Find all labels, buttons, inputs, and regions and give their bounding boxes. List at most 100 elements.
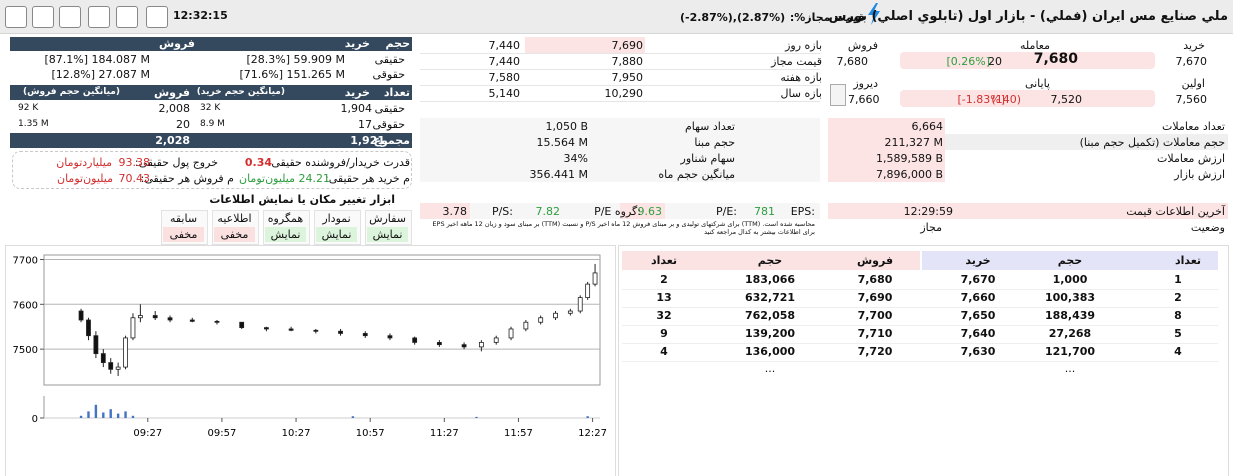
tools-button[interactable] [88, 6, 110, 28]
outflow-label: خروج پول حقیقی: [134, 156, 218, 169]
candle-body [493, 337, 499, 343]
volume-tick-label: 0 [32, 414, 38, 425]
volume-bar [124, 411, 127, 418]
volume-bar [351, 416, 355, 418]
labels: فروش [847, 39, 878, 52]
rows: 9 [660, 327, 668, 340]
chart-button[interactable] [146, 6, 168, 28]
y-tick-label: 7700 [13, 255, 38, 266]
edit-button[interactable] [59, 6, 81, 28]
avg-sell-unit: میلیون‌تومان [57, 172, 113, 185]
rows: میانگین حجم ماه [658, 168, 735, 181]
rows: 10,290 [604, 87, 644, 100]
count-rows: 92 K [18, 103, 39, 113]
separator [420, 69, 820, 70]
label: نمودار [322, 212, 351, 225]
rows: 7,440 [488, 55, 521, 68]
rows: آخرین اطلاعات قیمت [1126, 205, 1225, 218]
rows: 13 [656, 291, 672, 304]
x-tick-label: 09:27 [133, 428, 162, 439]
rows: 7,670 [960, 273, 996, 286]
close-change: (140) [991, 93, 1021, 106]
more: ... [1064, 362, 1076, 375]
candle-body [137, 315, 143, 319]
candle-body [508, 328, 514, 339]
total: 1,921 [350, 134, 385, 147]
time: 12:32:15 [173, 9, 228, 22]
headers: خرید [965, 254, 991, 267]
sell: 7,680 [836, 55, 869, 68]
top-bar [0, 0, 1233, 34]
labels: معامله [1020, 39, 1050, 52]
rows: 2 [1174, 291, 1182, 304]
label: سابقه [169, 212, 198, 225]
rows: 1,000 [1052, 273, 1088, 286]
last: 7,680 [1033, 51, 1078, 67]
share-stats-bg [420, 118, 820, 182]
ps: 3.78 [442, 205, 468, 218]
last-price-box [900, 52, 1155, 69]
add-button[interactable] [5, 6, 27, 28]
status-highlight [828, 203, 1228, 219]
y-tick-label: 7600 [13, 300, 38, 311]
x-tick-label: 11:57 [504, 428, 533, 439]
rows: 7,440 [488, 39, 521, 52]
power-label: قدرت خریدار/فروشنده حقیقی: [267, 156, 410, 169]
group-pe: 7.82 [535, 205, 561, 218]
rows: 632,721 [744, 291, 796, 304]
avg-buy: 24.21 [298, 172, 331, 185]
x-tick-label: 10:57 [356, 428, 385, 439]
order-book-panel [618, 245, 1229, 476]
delete-button[interactable] [32, 6, 54, 28]
rows: 356.441 M [529, 168, 588, 181]
state: نمایش [367, 227, 408, 242]
candle-body [362, 333, 368, 337]
allowed-value: (-2.87%),(2.87%) [680, 11, 786, 24]
candle-body [214, 320, 220, 323]
title: ابزار تغییر مکان یا نمایش اطلاعات [209, 193, 395, 206]
headers: حجم [757, 254, 783, 267]
candle-body [189, 319, 195, 322]
rows: تعداد معاملات [1162, 120, 1225, 133]
buy-header-bg [922, 251, 1218, 270]
client-total-bg [10, 133, 412, 148]
candle-body [93, 335, 99, 355]
count-rows: 1.35 M [18, 119, 49, 129]
volume-rows: [71.6%] 151.265 M [239, 68, 346, 81]
rows: مجاز [920, 221, 942, 234]
count-header: تعداد [383, 86, 410, 99]
chart-panel [5, 245, 616, 476]
rows: 8 [1174, 309, 1182, 322]
settings-icon[interactable] [830, 84, 846, 106]
rows: 7,690 [611, 39, 644, 52]
rows: 2 [660, 273, 668, 286]
rows: 7,880 [611, 55, 644, 68]
list-button[interactable] [116, 6, 138, 28]
candle-body [288, 328, 294, 331]
volume-rows: [87.1%] 184.087 M [44, 53, 151, 66]
rows: 7,580 [488, 71, 521, 84]
separator [420, 85, 820, 86]
volume-rows: [28.3%] 59.909 M [246, 53, 345, 66]
rows: 5 [1174, 327, 1182, 340]
rows: بازه هفته [780, 71, 822, 84]
volume-bar [94, 404, 98, 418]
outflow-unit: میلیاردتومان [56, 156, 112, 169]
client-header-bg [10, 37, 412, 51]
count-rows: 1,904 [340, 102, 373, 115]
rows: 7,700 [857, 309, 893, 322]
rows: 15.564 M [536, 136, 588, 149]
rows: 211,327 M [884, 136, 943, 149]
candle-body [387, 335, 393, 339]
rows: 7,690 [857, 291, 893, 304]
rows: 7,896,000 B [875, 168, 943, 181]
rows: قیمت مجاز [771, 55, 822, 68]
money-flow-box [12, 151, 412, 189]
candle-body [123, 337, 128, 368]
volume-rows: حقیقی [374, 53, 405, 66]
labels: دیروز [853, 77, 878, 90]
ps-label: P/S: [491, 205, 513, 218]
separator [622, 361, 1218, 362]
sell-header-bg [622, 251, 920, 270]
